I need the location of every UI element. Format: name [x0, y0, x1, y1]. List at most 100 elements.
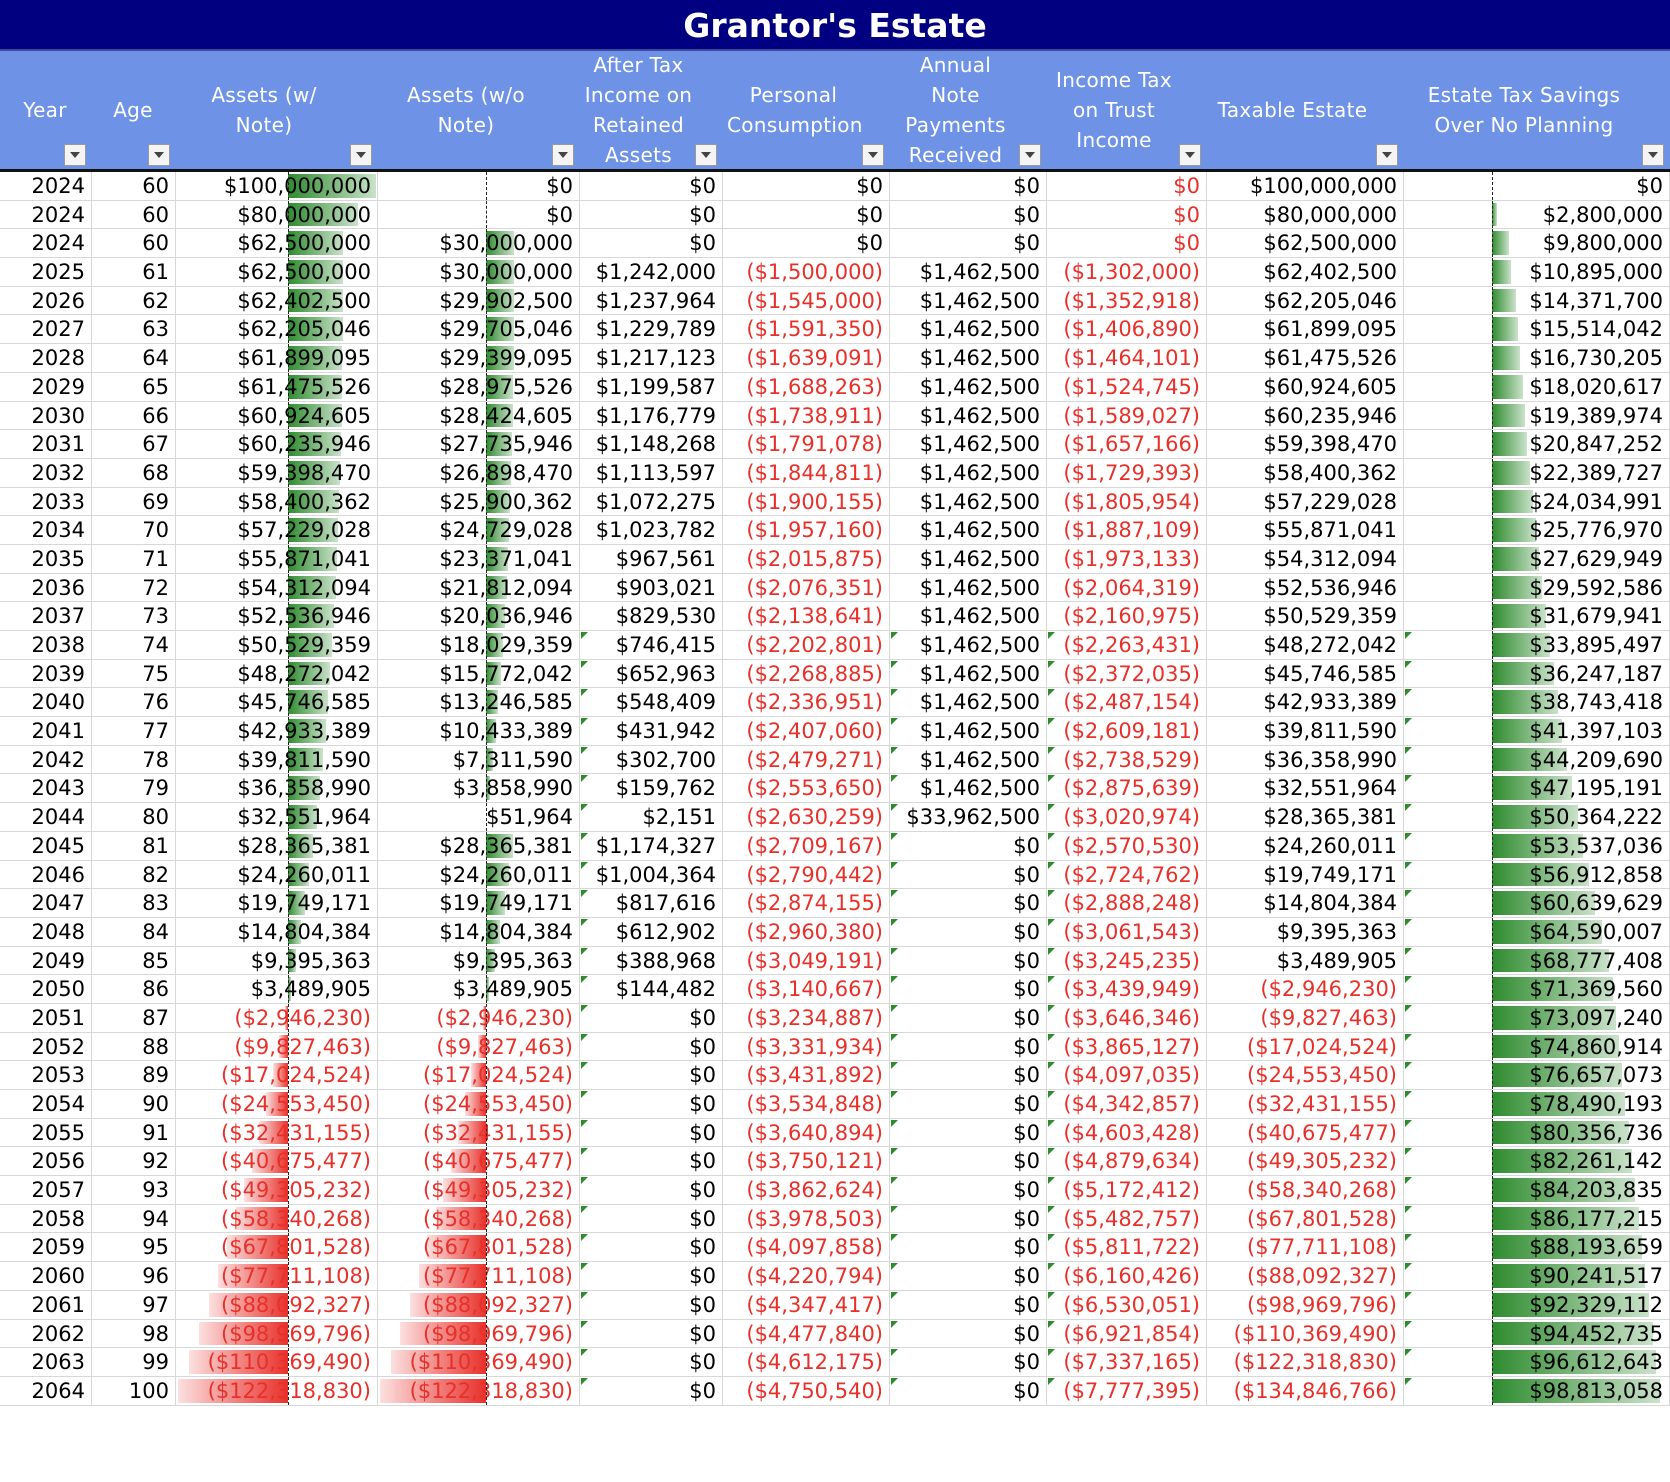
cell-assets_wo_note[interactable]: $0 — [378, 200, 580, 229]
cell-assets_w_note[interactable]: $32,551,964 — [176, 803, 378, 831]
cell-annual_note_payments[interactable]: $0 — [890, 1003, 1047, 1032]
cell-personal_consumption[interactable]: ($1,738,911) — [723, 401, 890, 430]
cell-after_tax_income[interactable]: $0 — [580, 1061, 723, 1089]
cell-annual_note_payments[interactable]: $0 — [890, 1262, 1047, 1290]
cell-estate_tax_savings[interactable]: $96,612,643 — [1404, 1348, 1670, 1376]
cell-assets_w_note[interactable]: $36,358,990 — [176, 774, 378, 803]
cell-year[interactable]: 2061 — [0, 1290, 92, 1319]
cell-assets_w_note[interactable]: $62,500,000 — [176, 258, 378, 286]
cell-personal_consumption[interactable]: ($4,347,417) — [723, 1290, 890, 1319]
cell-after_tax_income[interactable]: $0 — [580, 1032, 723, 1061]
cell-personal_consumption[interactable]: ($3,049,191) — [723, 946, 890, 975]
cell-assets_wo_note[interactable]: $7,311,590 — [378, 745, 580, 774]
cell-annual_note_payments[interactable]: $0 — [890, 1032, 1047, 1061]
cell-estate_tax_savings[interactable]: $47,195,191 — [1404, 774, 1670, 803]
cell-age[interactable]: 85 — [92, 946, 176, 975]
cell-assets_wo_note[interactable]: $21,812,094 — [378, 573, 580, 602]
cell-estate_tax_savings[interactable]: $2,800,000 — [1404, 200, 1670, 229]
cell-year[interactable]: 2040 — [0, 688, 92, 717]
cell-estate_tax_savings[interactable]: $38,743,418 — [1404, 688, 1670, 717]
cell-estate_tax_savings[interactable]: $82,261,142 — [1404, 1147, 1670, 1176]
cell-assets_w_note[interactable]: $61,475,526 — [176, 372, 378, 401]
cell-year[interactable]: 2032 — [0, 458, 92, 487]
cell-assets_wo_note[interactable]: $24,260,011 — [378, 860, 580, 889]
cell-annual_note_payments[interactable]: $1,462,500 — [890, 315, 1047, 344]
cell-after_tax_income[interactable]: $1,023,782 — [580, 516, 723, 544]
cell-after_tax_income[interactable]: $302,700 — [580, 745, 723, 774]
cell-taxable_estate[interactable]: ($88,092,327) — [1207, 1262, 1404, 1290]
cell-taxable_estate[interactable]: ($98,969,796) — [1207, 1290, 1404, 1319]
cell-assets_w_note[interactable]: $19,749,171 — [176, 889, 378, 917]
cell-after_tax_income[interactable]: $1,148,268 — [580, 430, 723, 458]
cell-annual_note_payments[interactable]: $0 — [890, 975, 1047, 1003]
cell-estate_tax_savings[interactable]: $90,241,517 — [1404, 1262, 1670, 1290]
cell-estate_tax_savings[interactable]: $74,860,914 — [1404, 1032, 1670, 1061]
cell-age[interactable]: 65 — [92, 372, 176, 401]
cell-age[interactable]: 95 — [92, 1233, 176, 1262]
cell-after_tax_income[interactable]: $0 — [580, 1262, 723, 1290]
cell-age[interactable]: 100 — [92, 1376, 176, 1405]
cell-personal_consumption[interactable]: ($1,791,078) — [723, 430, 890, 458]
cell-taxable_estate[interactable]: ($58,340,268) — [1207, 1176, 1404, 1204]
cell-assets_w_note[interactable]: $24,260,011 — [176, 860, 378, 889]
cell-after_tax_income[interactable]: $1,217,123 — [580, 344, 723, 372]
cell-estate_tax_savings[interactable]: $60,639,629 — [1404, 889, 1670, 917]
cell-personal_consumption[interactable]: $0 — [723, 229, 890, 258]
cell-income_tax_trust[interactable]: ($5,172,412) — [1047, 1176, 1207, 1204]
cell-assets_wo_note[interactable]: $51,964 — [378, 803, 580, 831]
cell-assets_wo_note[interactable]: $9,395,363 — [378, 946, 580, 975]
cell-assets_w_note[interactable]: ($40,675,477) — [176, 1147, 378, 1176]
cell-estate_tax_savings[interactable]: $33,895,497 — [1404, 631, 1670, 659]
cell-taxable_estate[interactable]: $39,811,590 — [1207, 717, 1404, 745]
cell-assets_wo_note[interactable]: $10,433,389 — [378, 717, 580, 745]
cell-annual_note_payments[interactable]: $1,462,500 — [890, 659, 1047, 688]
cell-after_tax_income[interactable]: $612,902 — [580, 917, 723, 946]
cell-income_tax_trust[interactable]: ($1,657,166) — [1047, 430, 1207, 458]
cell-assets_wo_note[interactable]: $29,902,500 — [378, 286, 580, 315]
cell-annual_note_payments[interactable]: $0 — [890, 1061, 1047, 1089]
cell-personal_consumption[interactable]: ($3,431,892) — [723, 1061, 890, 1089]
cell-annual_note_payments[interactable]: $0 — [890, 172, 1047, 200]
cell-personal_consumption[interactable]: ($2,015,875) — [723, 544, 890, 573]
filter-dropdown-icon[interactable] — [1376, 144, 1398, 166]
cell-income_tax_trust[interactable]: ($2,724,762) — [1047, 860, 1207, 889]
cell-assets_wo_note[interactable]: $3,489,905 — [378, 975, 580, 1003]
cell-personal_consumption[interactable]: ($4,220,794) — [723, 1262, 890, 1290]
filter-dropdown-icon[interactable] — [1179, 144, 1201, 166]
cell-estate_tax_savings[interactable]: $29,592,586 — [1404, 573, 1670, 602]
cell-personal_consumption[interactable]: ($4,097,858) — [723, 1233, 890, 1262]
filter-dropdown-icon[interactable] — [148, 144, 170, 166]
cell-age[interactable]: 92 — [92, 1147, 176, 1176]
cell-after_tax_income[interactable]: $1,242,000 — [580, 258, 723, 286]
cell-age[interactable]: 73 — [92, 602, 176, 630]
cell-age[interactable]: 90 — [92, 1090, 176, 1118]
cell-assets_w_note[interactable]: $3,489,905 — [176, 975, 378, 1003]
cell-assets_wo_note[interactable]: $28,365,381 — [378, 831, 580, 860]
cell-assets_w_note[interactable]: $57,229,028 — [176, 516, 378, 544]
cell-year[interactable]: 2063 — [0, 1348, 92, 1376]
cell-income_tax_trust[interactable]: ($4,097,035) — [1047, 1061, 1207, 1089]
cell-after_tax_income[interactable]: $0 — [580, 1118, 723, 1147]
cell-assets_w_note[interactable]: $54,312,094 — [176, 573, 378, 602]
cell-taxable_estate[interactable]: $61,899,095 — [1207, 315, 1404, 344]
cell-after_tax_income[interactable]: $0 — [580, 1233, 723, 1262]
cell-estate_tax_savings[interactable]: $64,590,007 — [1404, 917, 1670, 946]
cell-income_tax_trust[interactable]: ($4,879,634) — [1047, 1147, 1207, 1176]
cell-taxable_estate[interactable]: $60,235,946 — [1207, 401, 1404, 430]
cell-income_tax_trust[interactable]: ($1,973,133) — [1047, 544, 1207, 573]
cell-personal_consumption[interactable]: ($1,957,160) — [723, 516, 890, 544]
cell-year[interactable]: 2030 — [0, 401, 92, 430]
cell-after_tax_income[interactable]: $1,176,779 — [580, 401, 723, 430]
cell-assets_w_note[interactable]: ($58,340,268) — [176, 1204, 378, 1233]
cell-income_tax_trust[interactable]: ($2,064,319) — [1047, 573, 1207, 602]
cell-year[interactable]: 2042 — [0, 745, 92, 774]
cell-after_tax_income[interactable]: $0 — [580, 1176, 723, 1204]
cell-age[interactable]: 94 — [92, 1204, 176, 1233]
cell-annual_note_payments[interactable]: $0 — [890, 1118, 1047, 1147]
cell-assets_wo_note[interactable]: $29,705,046 — [378, 315, 580, 344]
cell-estate_tax_savings[interactable]: $36,247,187 — [1404, 659, 1670, 688]
cell-assets_wo_note[interactable]: ($32,431,155) — [378, 1118, 580, 1147]
cell-personal_consumption[interactable]: ($2,268,885) — [723, 659, 890, 688]
cell-taxable_estate[interactable]: ($9,827,463) — [1207, 1003, 1404, 1032]
cell-taxable_estate[interactable]: $59,398,470 — [1207, 430, 1404, 458]
